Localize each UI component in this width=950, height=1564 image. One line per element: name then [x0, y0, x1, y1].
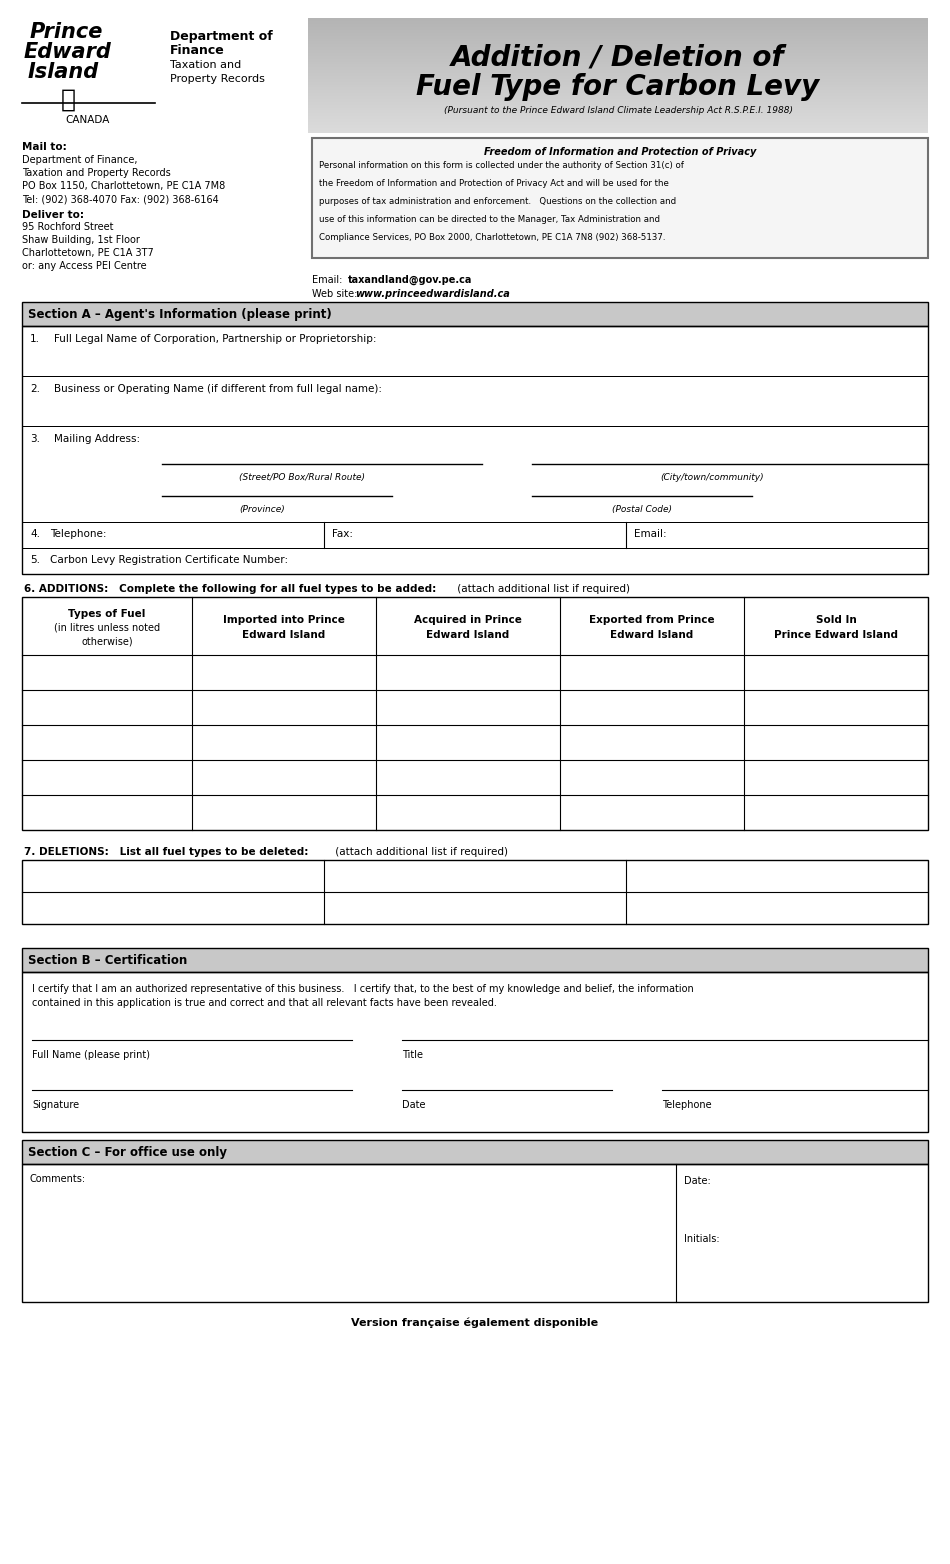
Text: taxandland@gov.pe.ca: taxandland@gov.pe.ca	[348, 275, 472, 285]
Text: Section A – Agent's Information (please print): Section A – Agent's Information (please …	[28, 308, 332, 321]
Bar	[22, 547, 928, 574]
Bar	[22, 325, 928, 574]
Text: Acquired in Prince: Acquired in Prince	[414, 615, 522, 626]
Text: Imported into Prince: Imported into Prince	[223, 615, 345, 626]
Text: (Postal Code): (Postal Code)	[612, 505, 672, 515]
Text: Mailing Address:: Mailing Address:	[54, 433, 141, 444]
Text: Shaw Building, 1st Floor: Shaw Building, 1st Floor	[22, 235, 140, 246]
Text: I certify that I am an authorized representative of this business.   I certify t: I certify that I am an authorized repres…	[32, 984, 693, 995]
Text: Addition / Deletion of: Addition / Deletion of	[451, 44, 785, 72]
Bar	[22, 325, 928, 375]
Text: Business or Operating Name (if different from full legal name):: Business or Operating Name (if different…	[54, 385, 382, 394]
Text: www.princeedwardisland.ca: www.princeedwardisland.ca	[355, 289, 510, 299]
Text: Freedom of Information and Protection of Privacy: Freedom of Information and Protection of…	[484, 147, 756, 156]
Text: 2.: 2.	[30, 385, 40, 394]
Text: 4.: 4.	[30, 529, 40, 540]
Text: Initials:: Initials:	[684, 1234, 720, 1243]
Text: Island: Island	[28, 63, 99, 81]
Text: Sold In: Sold In	[816, 615, 856, 626]
Text: PO Box 1150, Charlottetown, PE C1A 7M8: PO Box 1150, Charlottetown, PE C1A 7M8	[22, 181, 225, 191]
Text: Title: Title	[402, 1049, 423, 1060]
Text: Property Records: Property Records	[170, 74, 265, 84]
Text: 3.: 3.	[30, 433, 40, 444]
Text: Fax:: Fax:	[332, 529, 353, 540]
Bar	[22, 522, 928, 547]
Text: Department of Finance,: Department of Finance,	[22, 155, 138, 164]
Text: Signature: Signature	[32, 1099, 79, 1110]
Text: Types of Fuel: Types of Fuel	[68, 608, 145, 619]
Text: Carbon Levy Registration Certificate Number:: Carbon Levy Registration Certificate Num…	[50, 555, 288, 565]
Text: (attach additional list if required): (attach additional list if required)	[454, 583, 630, 594]
Text: 5.: 5.	[30, 555, 40, 565]
Bar	[22, 375, 928, 425]
Text: Edward Island: Edward Island	[610, 630, 694, 640]
Text: Full Name (please print): Full Name (please print)	[32, 1049, 150, 1060]
Text: contained in this application is true and correct and that all relevant facts ha: contained in this application is true an…	[32, 998, 497, 1009]
Text: Personal information on this form is collected under the authority of Section 31: Personal information on this form is col…	[319, 161, 684, 170]
Bar	[22, 1140, 928, 1164]
Bar	[312, 138, 928, 258]
Text: otherwise): otherwise)	[81, 637, 133, 646]
Text: 95 Rochford Street: 95 Rochford Street	[22, 222, 113, 231]
Text: Version française également disponible: Version française également disponible	[352, 1318, 598, 1328]
Text: (in litres unless noted: (in litres unless noted	[54, 622, 160, 633]
Text: Section B – Certification: Section B – Certification	[28, 954, 187, 967]
Text: Fuel Type for Carbon Levy: Fuel Type for Carbon Levy	[416, 74, 820, 102]
Text: or: any Access PEI Centre: or: any Access PEI Centre	[22, 261, 146, 271]
Bar	[22, 860, 928, 924]
Text: Department of: Department of	[170, 30, 273, 42]
Bar	[22, 1164, 928, 1301]
Text: Deliver to:: Deliver to:	[22, 210, 84, 221]
Text: Tel: (902) 368-4070 Fax: (902) 368-6164: Tel: (902) 368-4070 Fax: (902) 368-6164	[22, 194, 218, 203]
Bar	[22, 948, 928, 971]
Text: Exported from Prince: Exported from Prince	[589, 615, 714, 626]
Text: (City/town/community): (City/town/community)	[660, 472, 764, 482]
Text: Section C – For office use only: Section C – For office use only	[28, 1146, 227, 1159]
Text: Web site:: Web site:	[312, 289, 360, 299]
Text: Edward Island: Edward Island	[242, 630, 326, 640]
Text: Telephone:: Telephone:	[50, 529, 106, 540]
Text: (Province): (Province)	[239, 505, 285, 515]
Text: Mail to:: Mail to:	[22, 142, 66, 152]
Text: 7. DELETIONS:   List all fuel types to be deleted:: 7. DELETIONS: List all fuel types to be …	[24, 848, 309, 857]
Bar	[22, 971, 928, 1132]
Text: Email:: Email:	[634, 529, 667, 540]
Text: Prince Edward Island: Prince Edward Island	[774, 630, 898, 640]
Text: Taxation and: Taxation and	[170, 59, 241, 70]
Text: Telephone: Telephone	[662, 1099, 712, 1110]
Text: use of this information can be directed to the Manager, Tax Administration and: use of this information can be directed …	[319, 214, 660, 224]
Text: Edward: Edward	[24, 42, 112, 63]
Text: Comments:: Comments:	[30, 1175, 86, 1184]
Bar	[22, 425, 928, 522]
Text: Date: Date	[402, 1099, 426, 1110]
Text: Finance: Finance	[170, 44, 225, 56]
Bar	[22, 302, 928, 325]
Text: the Freedom of Information and Protection of Privacy Act and will be used for th: the Freedom of Information and Protectio…	[319, 178, 669, 188]
Text: purposes of tax administration and enforcement.   Questions on the collection an: purposes of tax administration and enfor…	[319, 197, 676, 206]
Text: 1.: 1.	[30, 335, 40, 344]
Text: CANADA: CANADA	[66, 116, 110, 125]
Text: Charlottetown, PE C1A 3T7: Charlottetown, PE C1A 3T7	[22, 249, 154, 258]
Text: Edward Island: Edward Island	[427, 630, 509, 640]
Text: Full Legal Name of Corporation, Partnership or Proprietorship:: Full Legal Name of Corporation, Partners…	[54, 335, 376, 344]
Text: 6. ADDITIONS:   Complete the following for all fuel types to be added:: 6. ADDITIONS: Complete the following for…	[24, 583, 436, 594]
Text: (Street/PO Box/Rural Route): (Street/PO Box/Rural Route)	[239, 472, 365, 482]
Bar	[22, 597, 928, 830]
Text: Date:: Date:	[684, 1176, 711, 1186]
Text: Email:: Email:	[312, 275, 346, 285]
Text: Compliance Services, PO Box 2000, Charlottetown, PE C1A 7N8 (902) 368-5137.: Compliance Services, PO Box 2000, Charlo…	[319, 233, 666, 242]
Text: (attach additional list if required): (attach additional list if required)	[332, 848, 508, 857]
Text: Taxation and Property Records: Taxation and Property Records	[22, 167, 171, 178]
Text: 🌳: 🌳	[61, 88, 75, 113]
Text: (Pursuant to the Prince Edward Island Climate Leadership Act R.S.P.E.I. 1988): (Pursuant to the Prince Edward Island Cl…	[444, 106, 792, 116]
Text: Prince: Prince	[30, 22, 104, 42]
